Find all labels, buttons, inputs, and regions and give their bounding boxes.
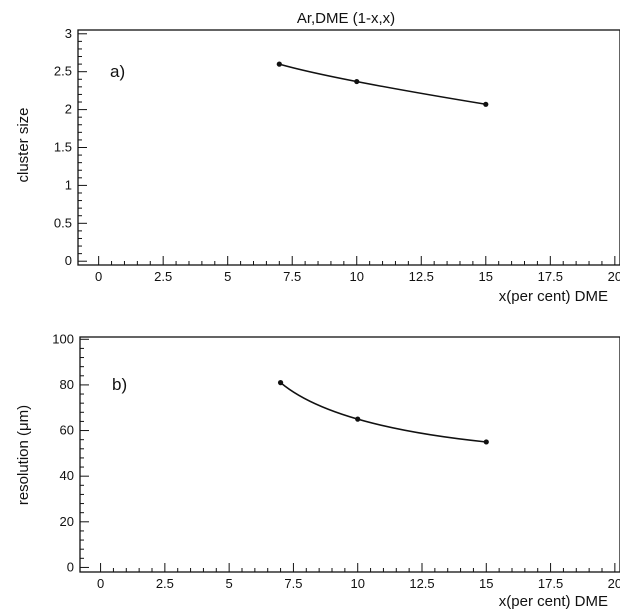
x-tick-label-b: 12.5 <box>409 576 434 591</box>
plot-frame-b <box>79 336 620 573</box>
plot-area-b <box>277 380 489 445</box>
x-tick-label-b: 10 <box>350 576 364 591</box>
data-point-b <box>277 380 284 386</box>
series-line-b <box>280 382 487 443</box>
y-tick-label-b: 80 <box>60 377 74 392</box>
x-tick-label-b: 0 <box>97 576 104 591</box>
y-tick-label-a: 1.5 <box>54 140 72 155</box>
y-tick-label-a: 0 <box>65 253 72 268</box>
chart-title: Ar,DME (1-x,x) <box>297 10 395 27</box>
y-tick-label-b: 20 <box>60 514 74 529</box>
series-line-a <box>279 63 486 106</box>
x-tick-label-a: 12.5 <box>409 269 434 284</box>
x-tick-label-b: 7.5 <box>284 576 302 591</box>
x-tick-label-b: 2.5 <box>156 576 174 591</box>
x-tick-label-b: 20 <box>608 576 620 591</box>
y-axis-label-b: resolution (μm) <box>15 405 32 505</box>
x-tick-label-a: 17.5 <box>538 269 563 284</box>
y-tick-label-a: 1 <box>65 177 72 192</box>
x-axis-label-b: x(per cent) DME <box>499 593 608 610</box>
panel-b-resolution: b) x(per cent) DME resolution (μm) 0 2.5 5… <box>15 331 620 610</box>
y-tick-label-b: 60 <box>60 423 74 438</box>
x-tick-label-a: 20 <box>608 269 620 284</box>
plot-frame-a <box>77 29 620 266</box>
y-tick-label-b: 100 <box>52 331 74 346</box>
x-tick-label-a: 7.5 <box>283 269 301 284</box>
y-tick-label-a: 0.5 <box>54 215 72 230</box>
data-point-b <box>355 416 361 422</box>
panel-label-b: b) <box>112 375 127 394</box>
data-point-a <box>354 78 360 85</box>
data-point-a <box>276 61 282 67</box>
x-tick-label-a: 5 <box>224 269 231 284</box>
x-tick-label-b: 5 <box>226 576 233 591</box>
y-tick-label-a: 2.5 <box>54 64 72 79</box>
panel-a-cluster-size: Ar,DME (1-x,x) a) x(per cent) DME cluste… <box>15 10 620 305</box>
x-tick-label-a: 15 <box>479 269 493 284</box>
x-tick-label-a: 0 <box>95 269 102 284</box>
panel-label-a: a) <box>110 62 125 81</box>
x-axis-label-a: x(per cent) DME <box>499 288 608 305</box>
y-tick-label-a: 2 <box>65 102 72 117</box>
x-tick-label-a: 2.5 <box>154 269 172 284</box>
data-point-b <box>483 439 489 445</box>
y-axis-label-a: cluster size <box>15 107 32 182</box>
ticks-b: 0 2.5 5 7.5 10 12.5 15 17.5 20 0 20 40 60 80 100 <box>52 331 620 591</box>
x-tick-label-a: 10 <box>350 269 364 284</box>
y-tick-label-b: 0 <box>67 559 74 574</box>
x-tick-label-b: 15 <box>479 576 493 591</box>
plot-area-a <box>276 61 489 107</box>
data-point-a <box>483 101 489 107</box>
y-tick-label-b: 40 <box>60 468 74 483</box>
y-tick-label-a: 3 <box>65 26 72 41</box>
x-tick-label-b: 17.5 <box>538 576 563 591</box>
ticks-a: 0 2.5 5 7.5 10 12.5 15 17.5 20 0 0.5 1 1.5 2 2.5 3 <box>54 26 620 284</box>
